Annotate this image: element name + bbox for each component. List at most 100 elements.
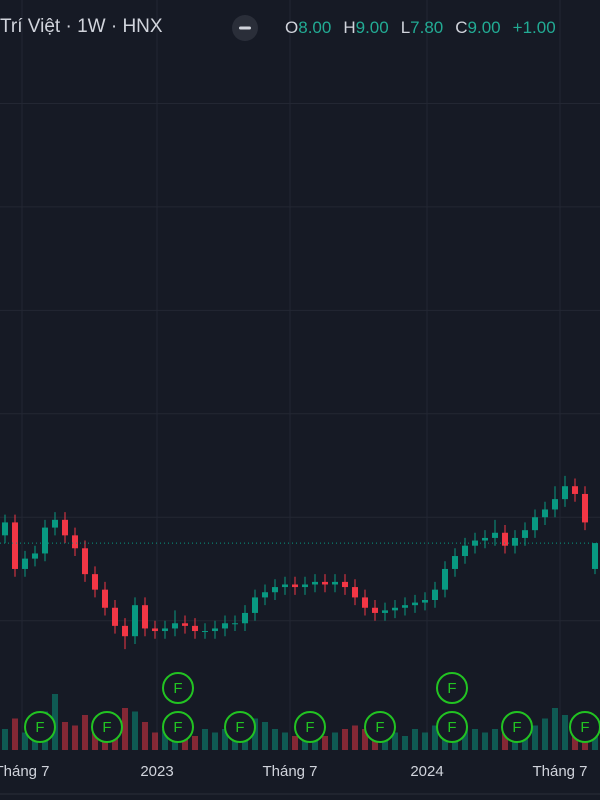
volume-bar <box>162 729 168 750</box>
volume-bar <box>362 729 368 750</box>
candle-body <box>142 605 148 629</box>
candle-body <box>362 597 368 608</box>
volume-bar <box>122 708 128 750</box>
volume-bar <box>202 729 208 750</box>
x-tick-label: Tháng 7 <box>262 763 317 780</box>
ohlc-readout: O8.00 H9.00 L7.80 C9.00 +1.00 <box>285 18 556 37</box>
volume-bar <box>22 732 28 750</box>
volume-bar <box>132 711 138 750</box>
candle-body <box>312 581 318 585</box>
candle-body <box>552 499 558 510</box>
candle-body <box>542 509 548 518</box>
candle-body <box>162 628 168 632</box>
event-label: F <box>375 719 384 736</box>
candle-body <box>502 532 508 546</box>
event-circle <box>436 672 468 704</box>
ohlc-key: C <box>455 18 467 37</box>
volume-bar <box>2 729 8 750</box>
event-circle <box>162 711 194 743</box>
candle-body <box>112 607 118 626</box>
collapse-button[interactable] <box>232 15 258 41</box>
candle-body <box>332 581 338 585</box>
candle-body <box>412 602 418 606</box>
candle-body <box>62 519 68 536</box>
candle-body <box>122 625 128 637</box>
volume-bar <box>262 722 268 750</box>
candle-body <box>472 540 478 546</box>
volume-bar <box>352 725 358 750</box>
ohlc-value: 9.00 <box>468 18 501 37</box>
event-circle <box>436 711 468 743</box>
event-marker[interactable]: F <box>294 711 326 743</box>
event-marker[interactable]: F <box>162 711 194 743</box>
volume-bar <box>82 715 88 750</box>
event-marker[interactable]: F <box>224 711 256 743</box>
volume-bar <box>292 736 298 750</box>
ohlc-value: 8.00 <box>298 18 331 37</box>
volume-bar <box>482 732 488 750</box>
candle-body <box>452 556 458 569</box>
volume-bar <box>592 729 598 750</box>
volume-bar <box>392 732 398 750</box>
candle-body <box>432 589 438 600</box>
event-marker[interactable]: F <box>569 711 600 743</box>
event-marker[interactable]: F <box>91 711 123 743</box>
volume-bar <box>322 736 328 750</box>
volume-bar <box>382 736 388 750</box>
candle-body <box>152 628 158 632</box>
volume-bar <box>192 736 198 750</box>
volume-bar <box>212 732 218 750</box>
candle-body <box>242 612 248 624</box>
event-marker[interactable]: F <box>436 672 468 704</box>
volume-bar <box>232 736 238 750</box>
volume-bar <box>142 722 148 750</box>
volume-bar <box>32 736 38 750</box>
change-value: +1.00 <box>513 18 556 37</box>
candle-body <box>12 522 18 569</box>
volume-bar <box>552 708 558 750</box>
candle-body <box>182 623 188 626</box>
candle-body <box>212 628 218 632</box>
volume-bar <box>492 729 498 750</box>
volume-bar <box>92 729 98 750</box>
candle-body <box>192 625 198 632</box>
volume-bar <box>12 718 18 750</box>
candle-body <box>222 623 228 629</box>
candle-body <box>172 623 178 629</box>
candle-body <box>32 553 38 559</box>
candle-body <box>532 517 538 531</box>
candle-body <box>592 543 598 569</box>
candle-body <box>462 545 468 557</box>
event-marker[interactable]: F <box>436 711 468 743</box>
candle-body <box>72 535 78 549</box>
volume-bar <box>462 725 468 750</box>
candle-body <box>82 548 88 575</box>
event-marker[interactable]: F <box>364 711 396 743</box>
volume-bar <box>532 725 538 750</box>
candle-body <box>282 584 288 588</box>
volume-bar <box>472 729 478 750</box>
candle-body <box>352 587 358 598</box>
volume-bar <box>62 722 68 750</box>
event-marker[interactable]: F <box>24 711 56 743</box>
candle-body <box>442 568 448 590</box>
volume-bar <box>422 732 428 750</box>
candle-body <box>272 587 278 593</box>
candle-body <box>302 584 308 588</box>
ohlc-key: L <box>401 18 410 37</box>
candle-body <box>382 610 388 613</box>
volume-bar <box>272 729 278 750</box>
event-label: F <box>512 719 521 736</box>
event-circle <box>294 711 326 743</box>
candle-body <box>252 597 258 613</box>
x-tick-label: Tháng 7 <box>0 763 50 780</box>
candle-body <box>102 589 108 608</box>
event-circle <box>91 711 123 743</box>
ohlc-value: 9.00 <box>356 18 389 37</box>
event-label: F <box>580 719 589 736</box>
event-marker[interactable]: F <box>162 672 194 704</box>
event-label: F <box>447 719 456 736</box>
candle-body <box>522 530 528 538</box>
event-marker[interactable]: F <box>501 711 533 743</box>
